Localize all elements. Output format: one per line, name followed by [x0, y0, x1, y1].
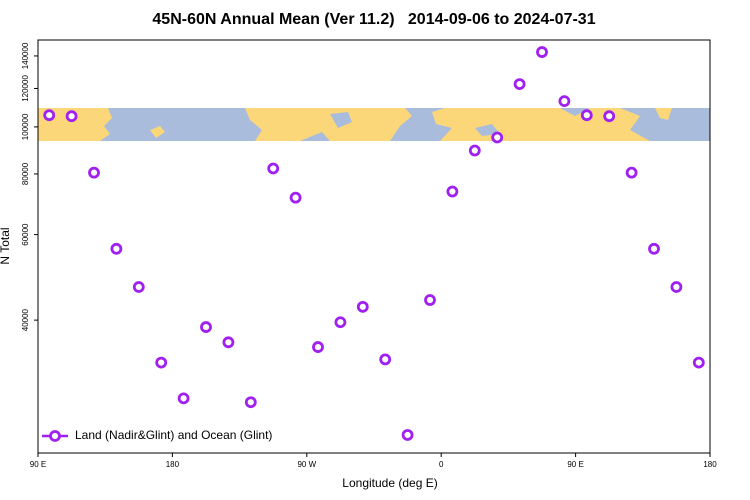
data-point	[401, 429, 414, 441]
data-point	[603, 110, 616, 123]
data-point	[446, 185, 459, 198]
x-tick-label: 0	[439, 460, 444, 469]
data-point	[424, 294, 436, 306]
data-point	[625, 166, 638, 179]
data-point	[155, 356, 168, 369]
data-point	[356, 300, 369, 313]
data-point	[692, 356, 705, 369]
y-tick-label: 40000	[21, 308, 30, 331]
data-point	[267, 162, 280, 175]
data-point	[468, 144, 481, 157]
land	[655, 108, 672, 120]
land	[432, 108, 650, 141]
data-point	[65, 110, 78, 123]
x-tick-label: 90 E	[567, 460, 583, 469]
data-point	[648, 242, 660, 255]
land	[38, 108, 112, 141]
y-tick-label: 140000	[21, 42, 30, 69]
data-point	[312, 341, 324, 353]
y-axis-label: N Total	[0, 227, 12, 264]
data-point	[222, 336, 235, 349]
plot-frame	[37, 39, 711, 454]
map-band	[38, 108, 710, 141]
y-tick-label: 60000	[21, 223, 30, 246]
land	[245, 108, 412, 141]
legend-label: Land (Nadir&Glint) and Ocean (Glint)	[75, 428, 272, 442]
data-point	[491, 131, 504, 144]
data-point	[513, 78, 526, 91]
data-point	[558, 95, 571, 108]
y-tick-label: 80000	[21, 162, 30, 185]
water	[330, 112, 352, 128]
data-point	[244, 396, 257, 409]
land	[150, 126, 165, 138]
data-point	[43, 109, 56, 122]
data-point	[200, 321, 212, 333]
data-point	[177, 392, 190, 405]
x-tick-label: 180	[166, 460, 180, 469]
data-point	[132, 281, 145, 293]
data-point	[334, 316, 347, 329]
data-point	[580, 109, 593, 122]
chart-title: 45N-60N Annual Mean (Ver 11.2) 2014-09-0…	[152, 11, 595, 28]
data-point	[536, 46, 548, 58]
data-point	[88, 166, 100, 179]
x-tick-label: 180	[703, 460, 717, 469]
x-tick-label: 90 E	[30, 460, 46, 469]
legend-marker	[49, 430, 61, 442]
x-axis-label: Longitude (deg E)	[342, 476, 437, 490]
data-point	[379, 353, 392, 366]
x-tick-label: 90 W	[297, 460, 316, 469]
y-tick-label: 120000	[21, 75, 30, 102]
data-point	[670, 281, 683, 293]
data-point	[289, 191, 302, 204]
data-point	[110, 242, 123, 255]
y-tick-label: 100000	[21, 113, 30, 140]
